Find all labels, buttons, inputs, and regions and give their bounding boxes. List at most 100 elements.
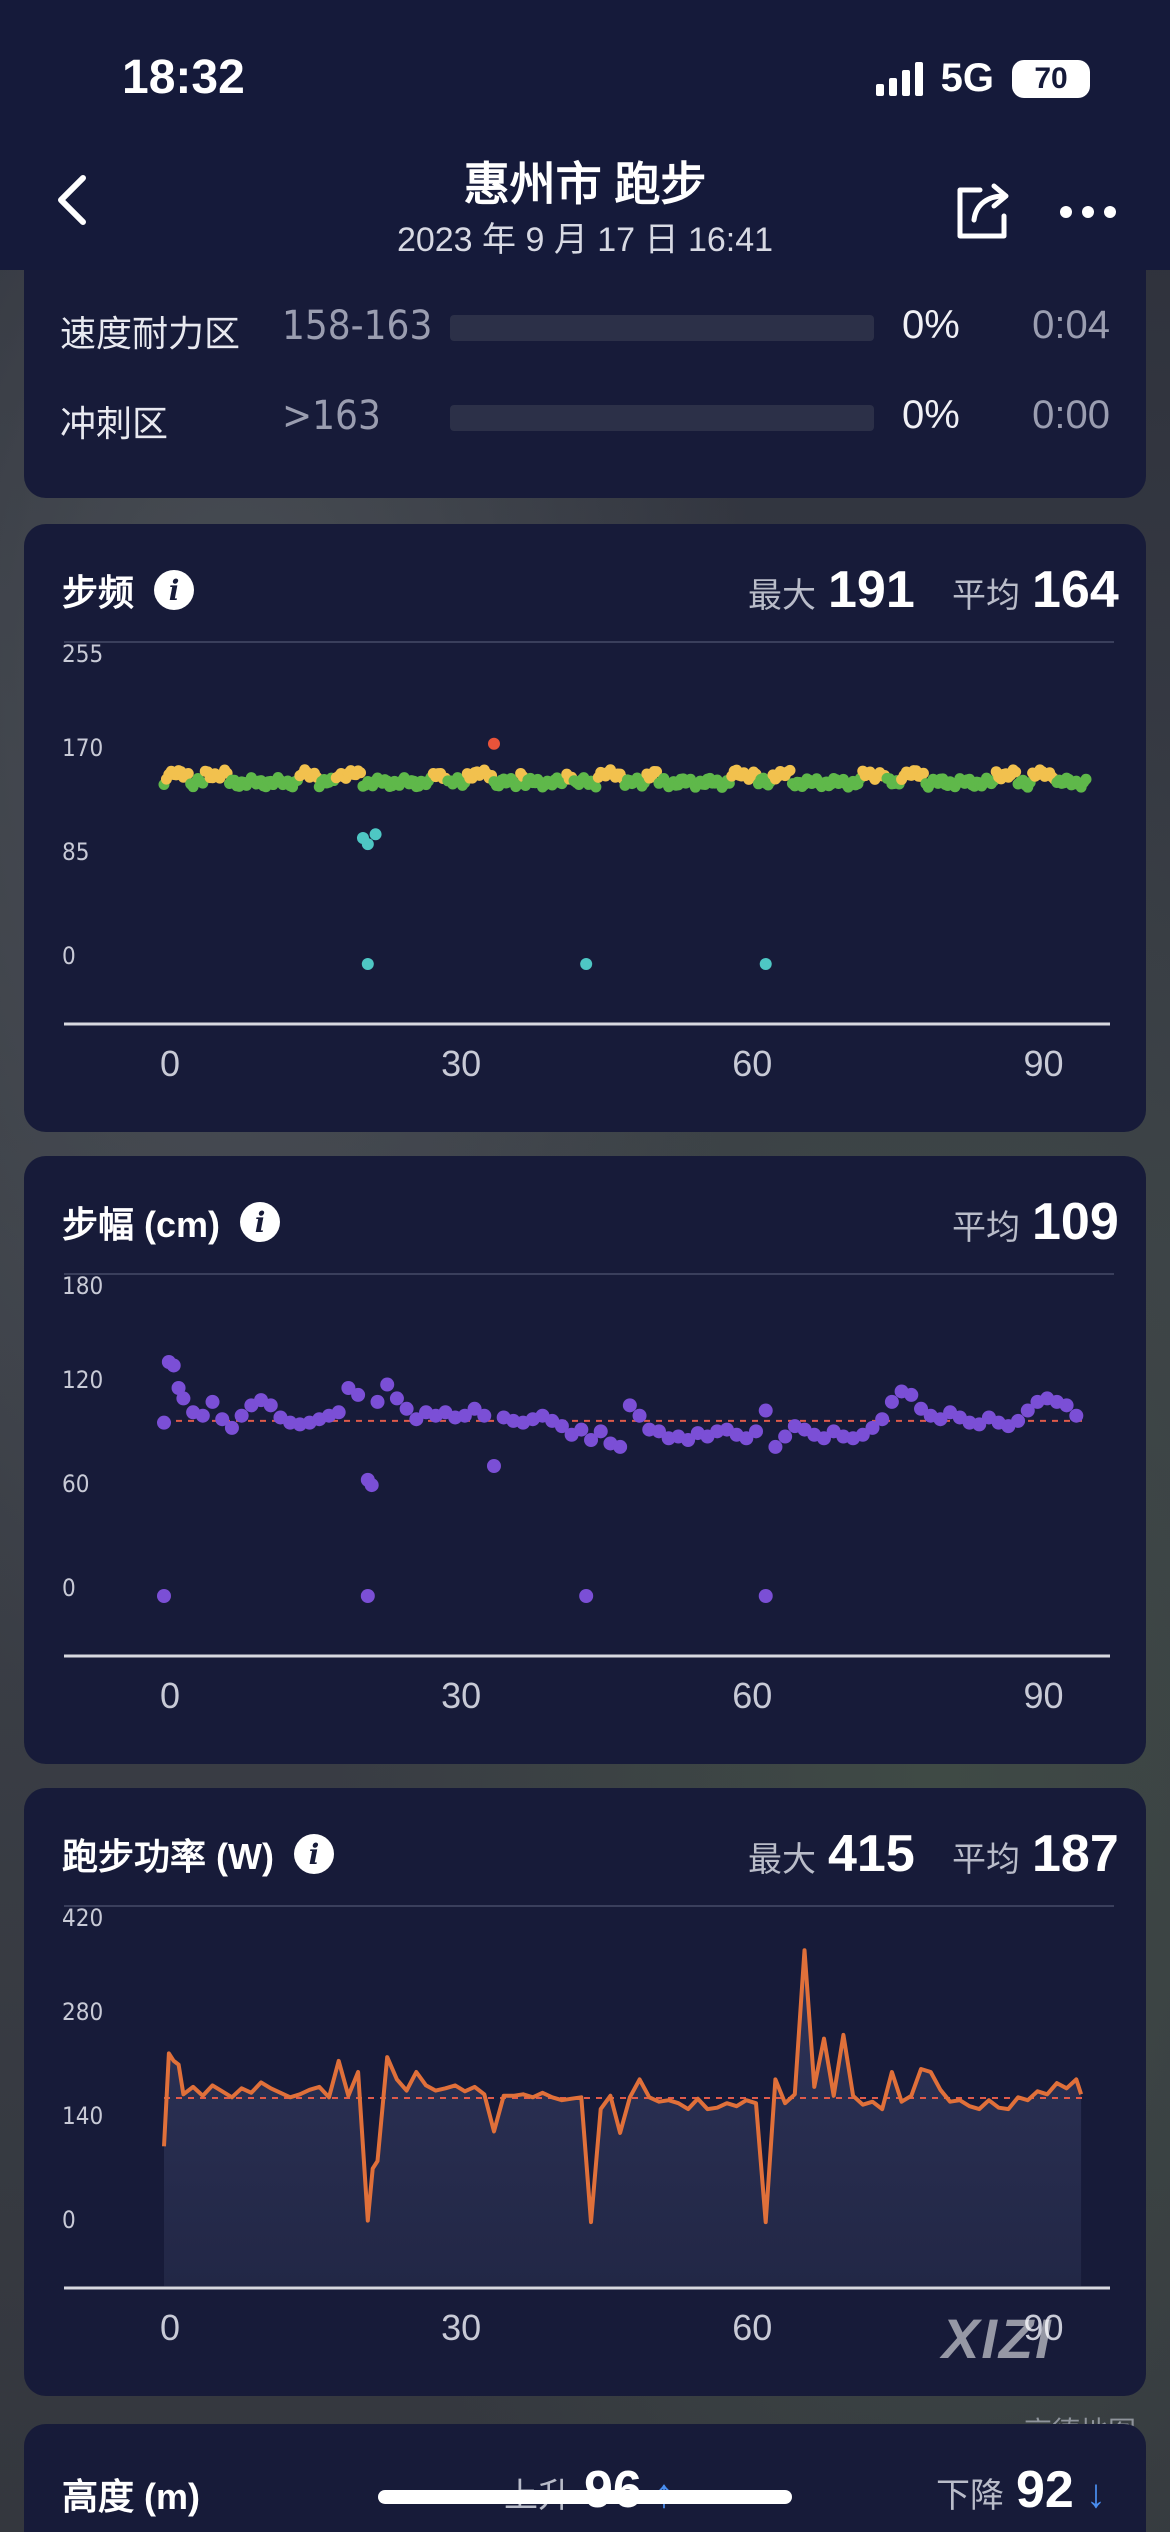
x-tick-label: 30 xyxy=(441,1675,481,1716)
nav-header: 惠州市 跑步 2023 年 9 月 17 日 16:41 xyxy=(0,140,1170,270)
zone-range: >163 xyxy=(282,393,381,439)
y-tick-label: 280 xyxy=(62,1998,103,2026)
arrow-down-icon: ↓ xyxy=(1085,2472,1106,2516)
info-icon[interactable]: i xyxy=(240,1202,281,1242)
stride-point xyxy=(370,1394,385,1409)
y-tick-label: 120 xyxy=(62,1366,103,1394)
stride-point xyxy=(166,1358,181,1373)
y-tick-label: 420 xyxy=(62,1904,103,1932)
stride-point xyxy=(855,1427,870,1442)
cadence-point xyxy=(590,781,602,793)
stride-point xyxy=(486,1459,501,1473)
power-title: 跑步功率 (W) i xyxy=(62,1828,334,1880)
stride-point xyxy=(364,1478,379,1493)
stride-point xyxy=(933,1412,948,1427)
stride-point xyxy=(865,1420,880,1435)
stride-title-text: 步幅 (cm) xyxy=(62,1204,221,1245)
zone-row: 冲刺区 >163 0% 0:00 xyxy=(24,385,1146,445)
info-icon[interactable]: i xyxy=(293,1834,334,1874)
stride-point xyxy=(351,1387,366,1402)
more-icon[interactable] xyxy=(1058,202,1118,222)
stride-point xyxy=(904,1387,919,1402)
cadence-title-text: 步频 xyxy=(62,572,135,613)
stride-point xyxy=(360,1589,375,1603)
power-card: 跑步功率 (W) i 最大 415 平均 187 420 280 140 0 0 30 60… xyxy=(24,1788,1146,2396)
x-tick-label: 90 xyxy=(1023,2307,1063,2348)
cadence-point xyxy=(182,768,194,780)
stride-point xyxy=(457,1408,472,1423)
zone-name: 冲刺区 xyxy=(60,403,169,444)
altitude-card: 高度 (m) 上升 96 ↑ 下降 92 ↓ xyxy=(24,2424,1146,2532)
avg-value: 109 xyxy=(1032,1193,1119,1251)
stride-point xyxy=(341,1381,356,1395)
stride-point xyxy=(1059,1398,1074,1413)
stride-point xyxy=(778,1429,793,1444)
share-icon[interactable] xyxy=(950,180,1014,244)
cadence-point xyxy=(355,767,367,779)
cadence-avg-stat: 平均 164 xyxy=(952,560,1119,620)
x-tick-label: 60 xyxy=(732,2307,772,2348)
cadence-max-stat: 最大 191 xyxy=(748,560,915,620)
zone-time: 0:04 xyxy=(1032,303,1110,347)
stride-point xyxy=(816,1431,831,1446)
stride-point xyxy=(593,1424,608,1439)
back-icon[interactable] xyxy=(45,170,105,230)
x-tick-label: 30 xyxy=(441,1043,481,1084)
cadence-point xyxy=(784,764,796,776)
stride-point xyxy=(632,1408,647,1423)
stride-avg-stat: 平均 109 xyxy=(952,1192,1119,1252)
cadence-point xyxy=(759,958,772,970)
avg-label: 平均 xyxy=(952,1209,1020,1247)
stride-point xyxy=(1069,1408,1084,1423)
stride-point xyxy=(205,1394,220,1409)
stride-point xyxy=(263,1398,278,1413)
stride-point xyxy=(1020,1403,1035,1418)
y-tick-label: 60 xyxy=(62,1470,89,1498)
y-tick-label: 0 xyxy=(62,942,76,970)
cadence-point xyxy=(1080,773,1092,785)
stride-point xyxy=(224,1420,239,1435)
zone-bar xyxy=(450,405,874,431)
status-bar: 18:32 5G 70 xyxy=(0,0,1170,140)
stride-point xyxy=(554,1419,569,1434)
stride-point xyxy=(477,1408,492,1423)
stride-point xyxy=(215,1412,230,1427)
info-icon[interactable]: i xyxy=(154,570,195,610)
stride-point xyxy=(579,1589,594,1603)
cadence-point xyxy=(487,737,500,750)
x-tick-label: 60 xyxy=(732,1043,772,1084)
power-line xyxy=(162,1948,1084,2225)
stride-point xyxy=(380,1377,395,1392)
stride-point xyxy=(884,1394,899,1409)
battery-level: 70 xyxy=(1034,61,1068,95)
stride-point xyxy=(768,1439,783,1454)
y-tick-label: 170 xyxy=(62,734,103,762)
stride-point xyxy=(176,1391,191,1406)
stride-point xyxy=(584,1433,599,1447)
x-tick-label: 90 xyxy=(1023,1675,1063,1716)
max-label: 最大 xyxy=(748,1841,816,1879)
zone-bar xyxy=(450,315,874,341)
watermark: XIZI xyxy=(942,2307,1053,2370)
stride-point xyxy=(234,1408,249,1423)
stride-point xyxy=(622,1398,637,1413)
max-value: 415 xyxy=(828,1825,915,1883)
stride-point xyxy=(171,1381,186,1395)
power-chart: 420 280 140 0 0 30 60 90 xyxy=(62,1904,1114,2348)
status-indicators: 5G 70 xyxy=(875,56,1090,101)
down-value: 92 xyxy=(1016,2461,1074,2519)
stride-point xyxy=(1011,1413,1026,1428)
avg-value: 187 xyxy=(1032,1825,1119,1883)
cadence-point xyxy=(651,766,663,778)
stride-point xyxy=(758,1403,773,1418)
heart-rate-zones-card: 速度耐力区 158-163 0% 0:04 冲刺区 >163 0% 0:00 xyxy=(24,270,1146,498)
stride-point xyxy=(399,1401,414,1416)
x-tick-label: 0 xyxy=(160,1043,180,1084)
avg-label: 平均 xyxy=(952,577,1020,615)
x-tick-label: 90 xyxy=(1023,1043,1063,1084)
stride-point xyxy=(758,1589,773,1603)
zone-row: 速度耐力区 158-163 0% 0:04 xyxy=(24,295,1146,355)
cadence-point xyxy=(369,828,382,841)
home-indicator[interactable] xyxy=(378,2490,792,2504)
stride-point xyxy=(651,1424,666,1439)
